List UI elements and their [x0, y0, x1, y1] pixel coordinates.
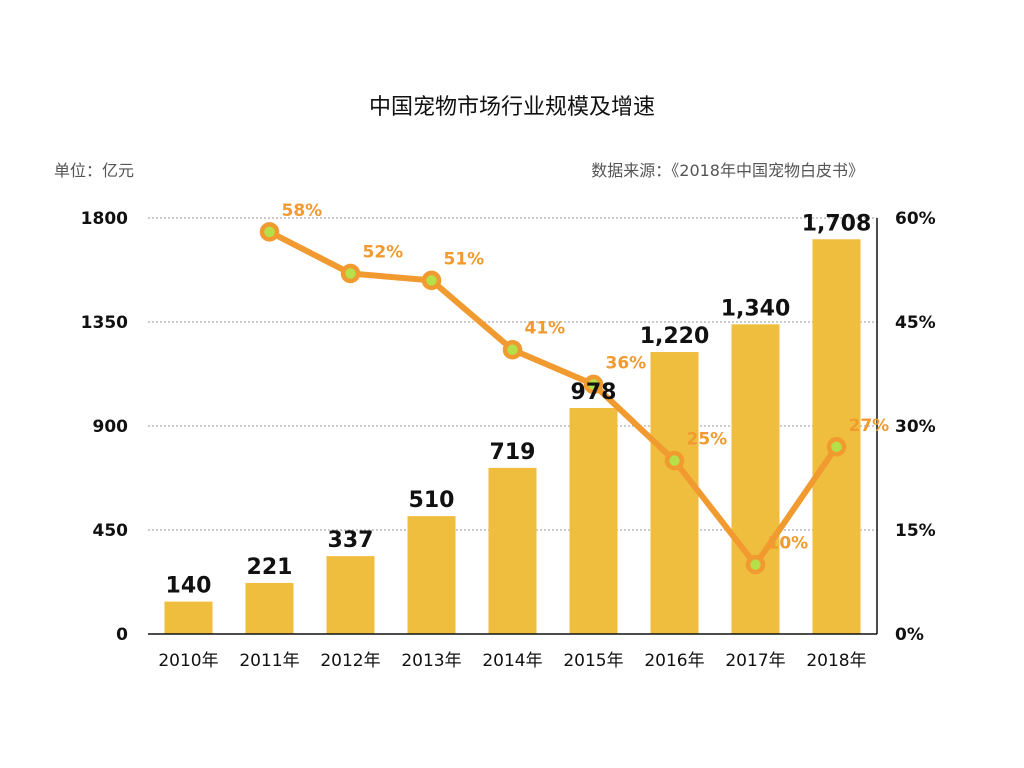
bar-value-label: 1,220 [640, 324, 710, 349]
growth-rate-label: 10% [768, 534, 809, 554]
y-left-tick-label: 0 [116, 625, 128, 645]
growth-rate-line [266, 228, 840, 568]
x-tick-label: 2013年 [401, 651, 461, 671]
bars [164, 239, 861, 635]
bar [164, 601, 213, 634]
x-tick-label: 2010年 [158, 651, 218, 671]
growth-rate-label: 58% [282, 201, 323, 221]
x-tick-label: 2015年 [563, 651, 623, 671]
y-right-tick-label: 60% [895, 209, 936, 229]
growth-rate-point [745, 554, 766, 575]
bar [812, 239, 861, 635]
growth-rate-point [259, 222, 280, 242]
growth-line [259, 222, 847, 575]
bar-value-label: 221 [247, 555, 293, 580]
bar [488, 467, 537, 634]
y-right-tick-label: 30% [895, 417, 936, 437]
growth-rate-label: 51% [444, 249, 485, 269]
labels: 140 221 337 510 719 978 1,220 1,340 1,708 58% 52% 5… [166, 201, 890, 599]
axes: 0 450 900 1350 1800 0% 15% 30% 45% 60% 2010年 2011年 2… [81, 209, 936, 671]
bar [569, 407, 618, 634]
bar-value-label: 1,340 [721, 296, 791, 321]
bar-value-label: 337 [328, 528, 374, 553]
growth-rate-label: 36% [606, 353, 647, 373]
bar [731, 324, 780, 634]
y-left-tick-label: 1350 [81, 313, 128, 333]
x-tick-label: 2014年 [482, 651, 542, 671]
growth-rate-point [340, 263, 361, 284]
bar-value-label: 140 [166, 574, 212, 599]
growth-rate-point [664, 450, 685, 471]
growth-rate-label: 27% [849, 416, 890, 436]
bar [650, 352, 699, 634]
x-tick-label: 2011年 [239, 651, 299, 671]
unit-label: 单位：亿元 [54, 161, 134, 180]
y-left-tick-label: 1800 [81, 209, 128, 229]
y-left-tick-label: 900 [93, 417, 129, 437]
x-tick-label: 2018年 [806, 651, 866, 671]
bar [245, 582, 294, 634]
growth-rate-label: 41% [525, 319, 566, 339]
bar-value-label: 719 [490, 440, 536, 465]
source-label: 数据来源：《2018年中国宠物白皮书》 [591, 161, 864, 180]
y-right-tick-label: 0% [895, 625, 924, 645]
chart-title: 中国宠物市场行业规模及增速 [369, 95, 655, 120]
y-right-tick-label: 15% [895, 521, 936, 541]
growth-rate-point [421, 270, 442, 291]
growth-rate-label: 25% [687, 430, 728, 450]
bar-value-label: 1,708 [802, 211, 872, 236]
x-tick-label: 2012年 [320, 651, 380, 671]
bar [407, 516, 456, 634]
y-right-tick-label: 45% [895, 313, 936, 333]
growth-rate-point [826, 437, 847, 457]
x-tick-label: 2017年 [725, 651, 785, 671]
x-tick-label: 2016年 [644, 651, 704, 671]
growth-rate-point [583, 374, 604, 395]
bar [326, 556, 375, 634]
growth-rate-label: 52% [363, 242, 404, 262]
y-left-tick-label: 450 [93, 521, 129, 541]
growth-rate-point [502, 339, 523, 360]
bar-value-label: 510 [409, 488, 455, 513]
bar-value-label: 978 [571, 380, 617, 405]
